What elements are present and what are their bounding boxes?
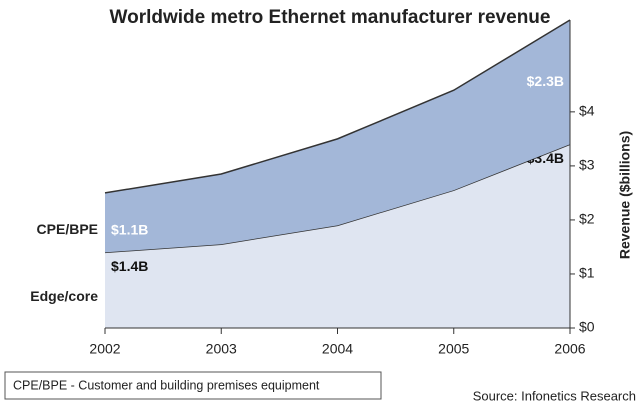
y-tick-label: $2: [579, 211, 595, 227]
x-tick-label: 2002: [89, 341, 120, 357]
y-axis-label: Revenue ($billions): [617, 131, 633, 259]
y-tick-label: $3: [579, 157, 595, 173]
y-tick-label: $1: [579, 265, 595, 281]
data-label: $2.3B: [527, 73, 564, 89]
area: [105, 20, 570, 253]
legend-label: CPE/BPE: [37, 221, 98, 237]
y-tick-label: $4: [579, 103, 595, 119]
footnote-box: [4, 371, 382, 400]
x-tick-label: 2003: [206, 341, 237, 357]
legend-label: Edge/core: [30, 288, 98, 304]
area-line: [104, 19, 571, 194]
data-label: $1.1B: [111, 221, 148, 237]
x-tick-label: 2005: [438, 341, 469, 357]
x-tick-label: 2006: [554, 341, 585, 357]
chart-title: Worldwide metro Ethernet manufacturer re…: [110, 7, 551, 28]
data-label: $1.4B: [111, 258, 148, 274]
y-tick-label: $0: [579, 319, 595, 335]
footnote: CPE/BPE - Customer and building premises…: [13, 378, 320, 392]
x-tick-label: 2004: [322, 341, 353, 357]
source: Source: Infonetics Research: [473, 388, 636, 403]
